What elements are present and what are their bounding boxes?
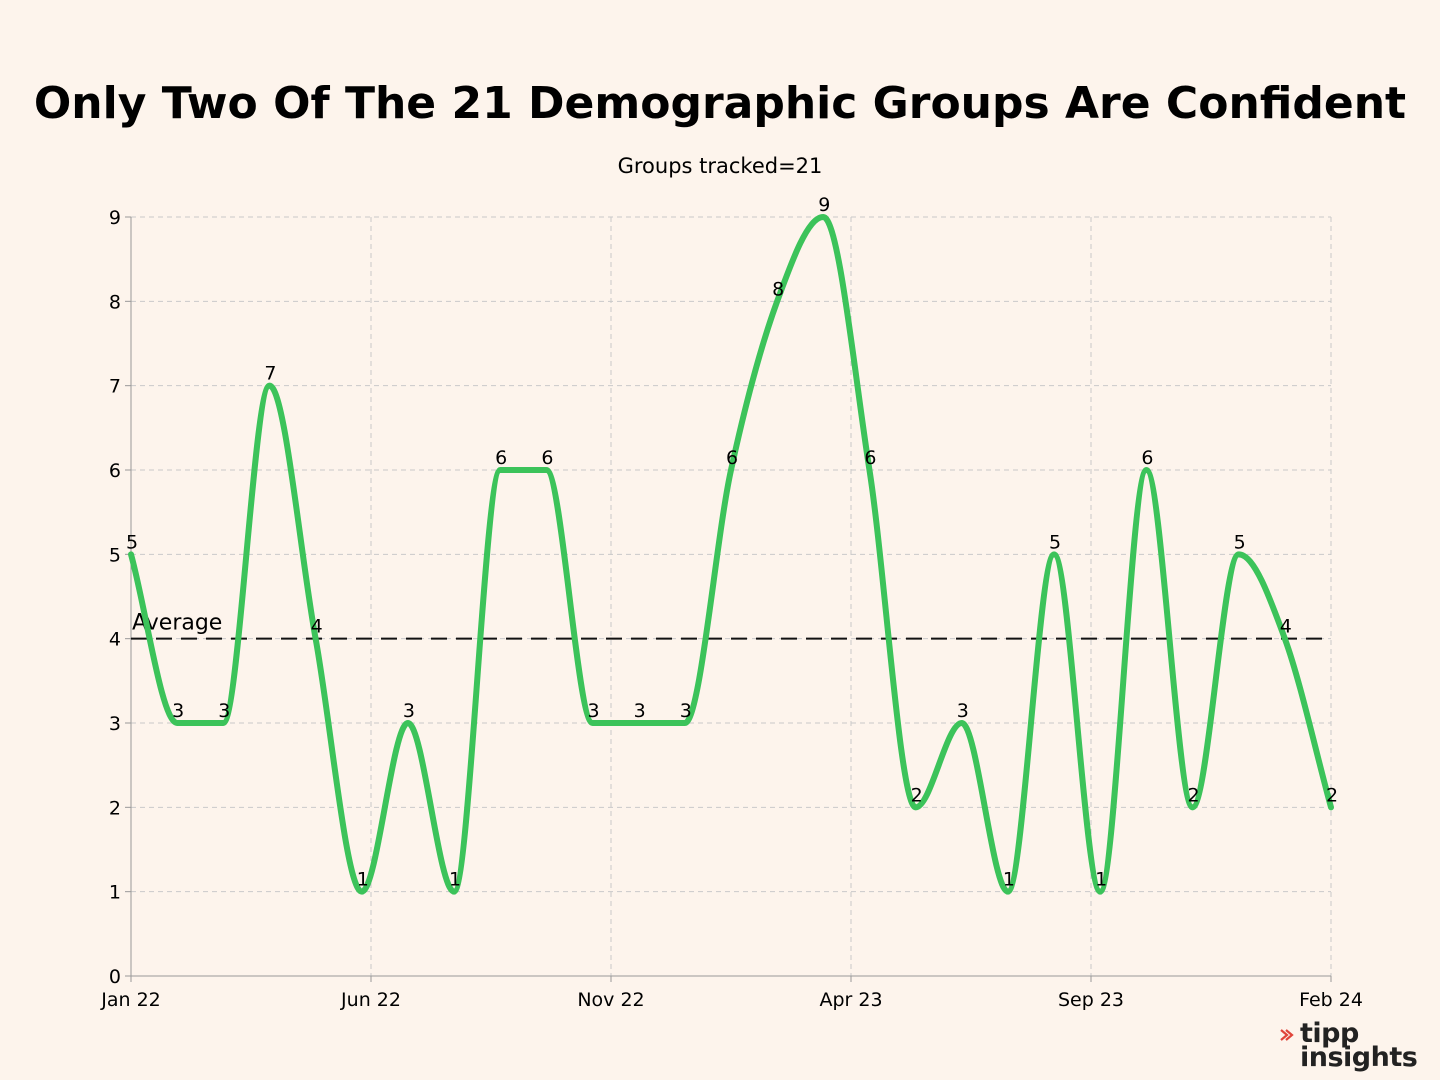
- series-line: [128, 214, 1334, 895]
- y-tick-label: 4: [109, 629, 121, 651]
- data-label: 6: [1141, 447, 1153, 469]
- y-tick-label: 5: [109, 544, 121, 566]
- x-tick-label: Sep 23: [1058, 989, 1124, 1011]
- y-tick-label: 1: [109, 882, 121, 904]
- logo-text-tipp: tipp: [1300, 1018, 1359, 1049]
- data-label: 4: [311, 616, 323, 638]
- data-label: 1: [449, 869, 461, 891]
- x-tick-label: Jun 22: [340, 989, 401, 1011]
- y-tick-label: 2: [109, 797, 121, 819]
- y-tick-label: 6: [109, 460, 121, 482]
- x-tick-label: Nov 22: [577, 989, 644, 1011]
- data-label: 2: [1326, 784, 1338, 806]
- x-tick-label: Jan 22: [100, 989, 161, 1011]
- logo-text-insights: insights: [1300, 1042, 1418, 1073]
- tipp-insights-logo: tipp insights: [1280, 1018, 1430, 1074]
- data-label: 6: [726, 447, 738, 469]
- data-label: 3: [957, 700, 969, 722]
- data-label: 1: [1095, 869, 1107, 891]
- y-tick-label: 9: [109, 207, 121, 229]
- arrow-icon: [1280, 1029, 1294, 1041]
- data-label: 3: [218, 700, 230, 722]
- data-label: 3: [680, 700, 692, 722]
- data-label: 3: [403, 700, 415, 722]
- data-label: 6: [541, 447, 553, 469]
- y-tick-label: 8: [109, 291, 121, 313]
- data-label: 8: [772, 278, 784, 300]
- data-label: 6: [495, 447, 507, 469]
- data-label: 6: [864, 447, 876, 469]
- y-tick-label: 7: [109, 376, 121, 398]
- y-tick-label: 0: [109, 966, 121, 988]
- data-label: 2: [1187, 784, 1199, 806]
- data-label: 3: [587, 700, 599, 722]
- chart-subtitle: Groups tracked=21: [617, 154, 823, 178]
- data-label: 3: [172, 700, 184, 722]
- data-label: 5: [126, 531, 138, 553]
- x-tick-label: Feb 24: [1299, 989, 1363, 1011]
- data-label: 7: [264, 363, 276, 385]
- y-tick-label: 3: [109, 713, 121, 735]
- data-label: 3: [634, 700, 646, 722]
- data-label: 9: [818, 194, 830, 216]
- data-label: 2: [911, 784, 923, 806]
- data-label: 5: [1234, 531, 1246, 553]
- chart-title: Only Two Of The 21 Demographic Groups Ar…: [33, 78, 1407, 129]
- data-label: 5: [1049, 531, 1061, 553]
- x-tick-label: Apr 23: [819, 989, 882, 1011]
- data-label: 4: [1280, 616, 1292, 638]
- data-label: 1: [357, 869, 369, 891]
- data-label: 1: [1003, 869, 1015, 891]
